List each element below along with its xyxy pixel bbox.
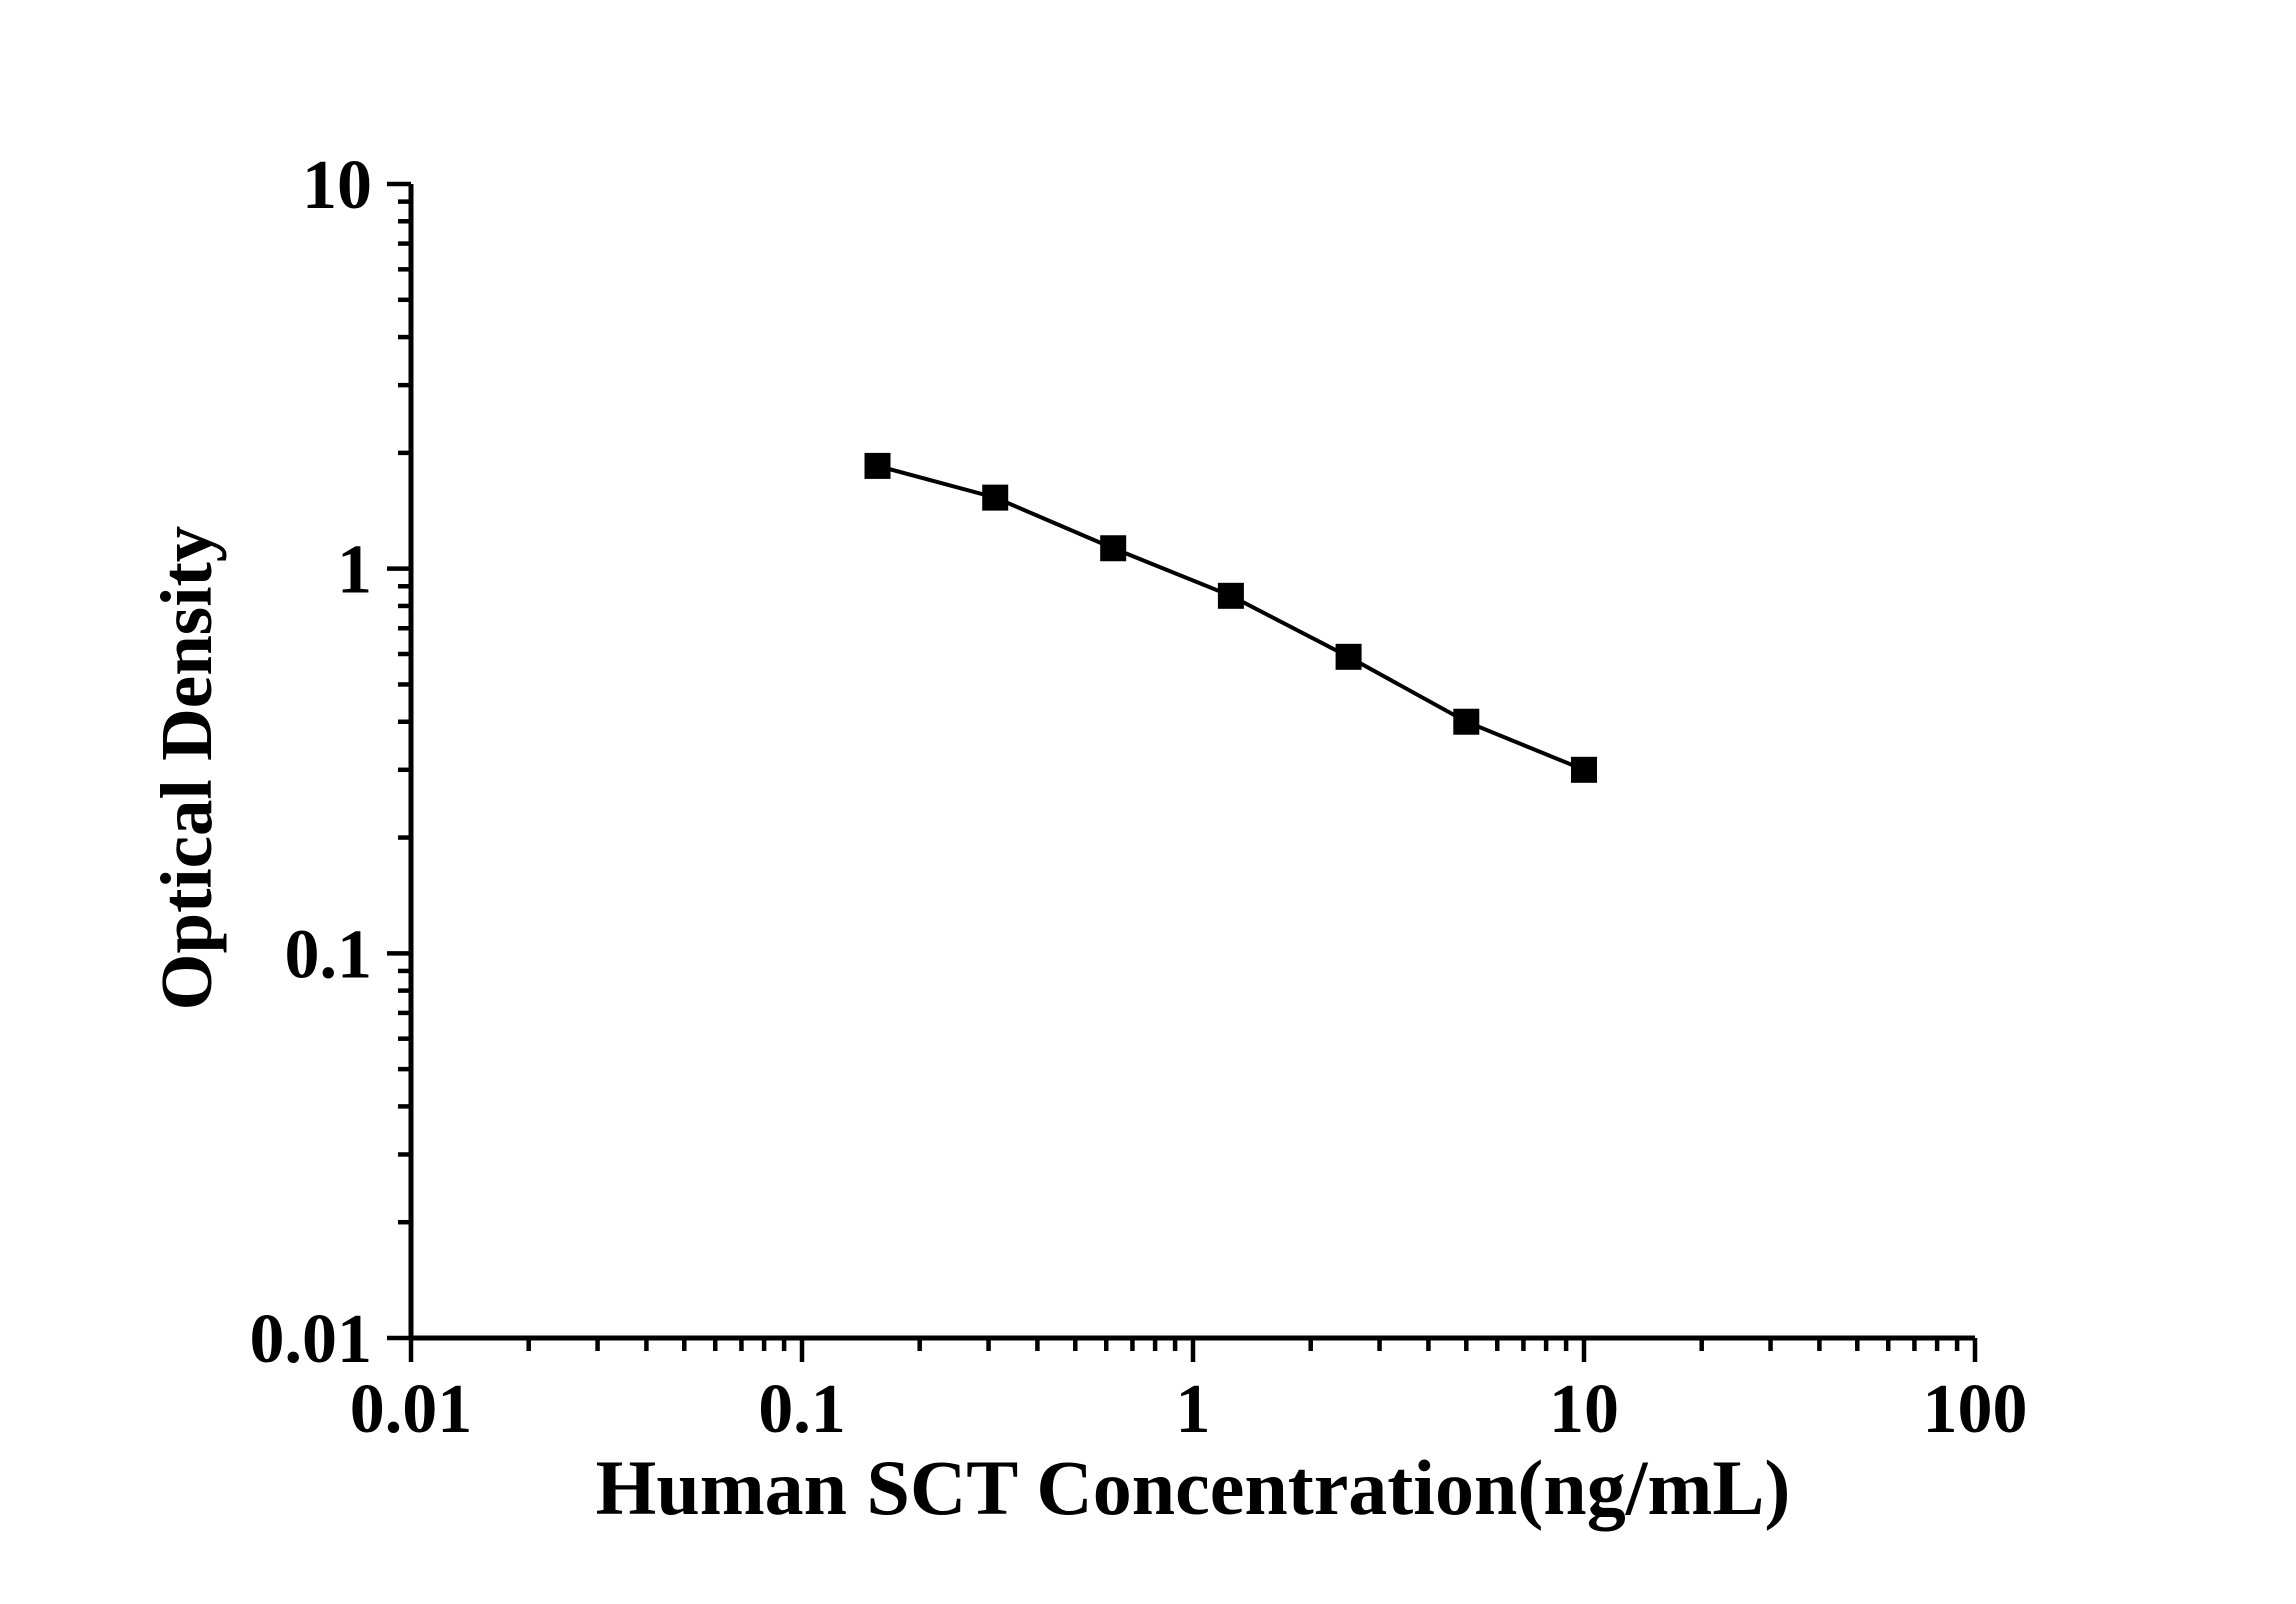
data-point-marker (982, 484, 1009, 511)
data-point-marker (1100, 535, 1127, 562)
data-point-marker (1453, 708, 1480, 735)
axes: 0.01 0.1 1 10 100 0.01 0.1 1 10 (250, 147, 2028, 1448)
data-point-marker (1571, 756, 1597, 783)
y-tick-label: 0.01 (250, 1301, 373, 1378)
x-tick-label: 0.1 (758, 1371, 846, 1448)
y-tick-label: 0.1 (285, 916, 373, 993)
data-series (864, 452, 1597, 783)
x-axis-title: Human SCT Concentration(ng/mL) (596, 1444, 1791, 1531)
data-point-marker (1217, 582, 1244, 609)
x-tick-label: 0.01 (350, 1371, 473, 1448)
y-tick-label: 10 (302, 147, 372, 224)
x-tick-label: 100 (1923, 1371, 2028, 1448)
x-tick-label: 1 (1176, 1371, 1211, 1448)
data-point-marker (864, 452, 891, 479)
data-point-marker (1335, 643, 1362, 670)
x-tick-label: 10 (1549, 1371, 1619, 1448)
y-axis-title: Optical Density (146, 526, 227, 1011)
y-tick-label: 1 (337, 532, 372, 609)
